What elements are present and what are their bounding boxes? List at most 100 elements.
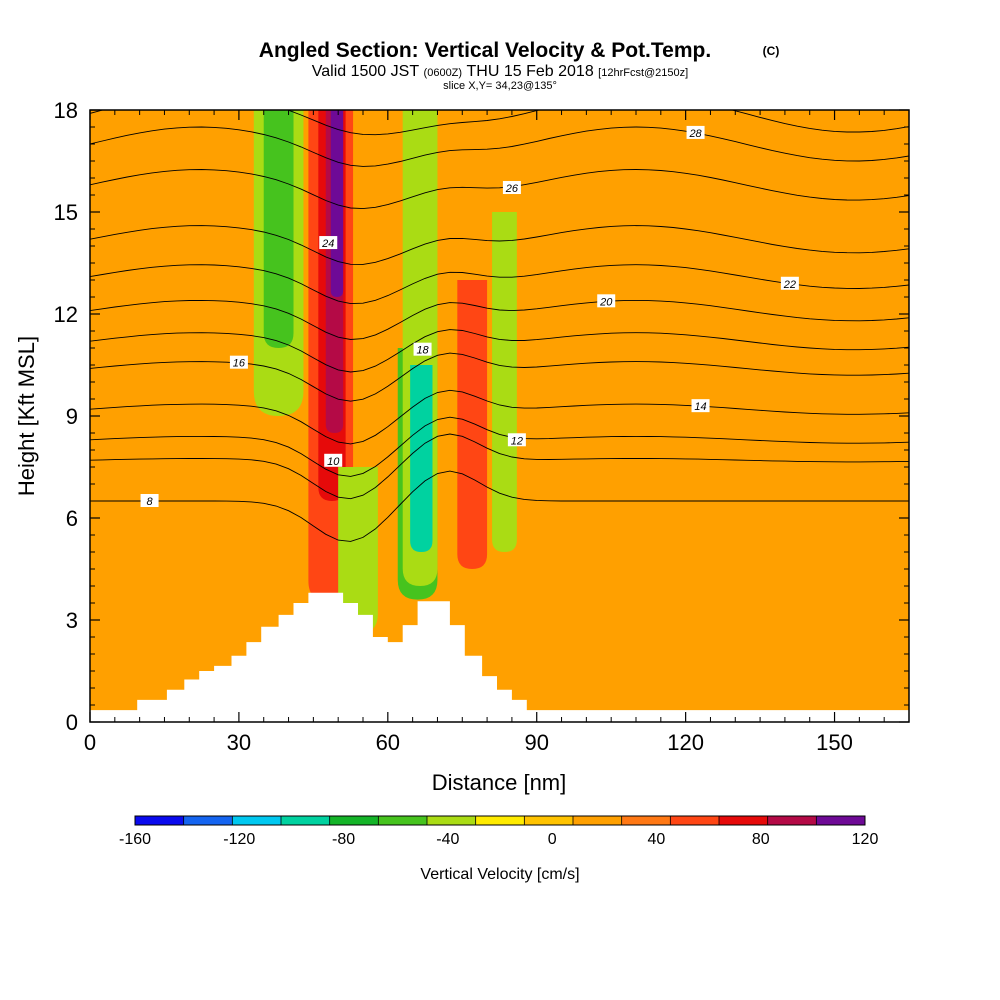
theta-contour-label: 26 <box>505 183 519 195</box>
valid-utc: (0600Z) <box>424 67 463 79</box>
colorbar-tick-label: -40 <box>436 831 459 848</box>
theta-contour-label: 18 <box>416 345 429 357</box>
y-tick-label: 18 <box>54 98 78 123</box>
colorbar-swatch <box>378 816 428 825</box>
colorbar-tick-label: 80 <box>752 831 770 848</box>
theta-label-bg <box>324 453 343 467</box>
theta-contour-label: 20 <box>599 296 613 308</box>
velocity-band-3 <box>330 110 344 297</box>
colorbar-tick-label: -120 <box>223 831 255 848</box>
theta-label-bg <box>507 433 526 447</box>
theta-contour-label: 28 <box>688 128 702 140</box>
plot-area: 8 10 12 14 16 18 20 22 24 26 28 30 0 30 60 90 120 150 0 3… <box>14 90 910 795</box>
theta-contour-label: 24 <box>321 238 334 250</box>
x-axis-label: Distance [nm] <box>432 770 567 795</box>
velocity-band-10 <box>457 280 488 569</box>
theta-contour-24 <box>90 225 909 265</box>
valid-time: Valid 1500 JST <box>312 63 420 80</box>
theta-label-bg <box>229 355 248 369</box>
valid-date: THU 15 Feb 2018 <box>467 63 594 80</box>
y-axis-label: Height [Kft MSL] <box>14 336 39 496</box>
theta-contour-22 <box>90 264 909 305</box>
velocity-band-12 <box>526 212 607 535</box>
theta-label-bg <box>502 181 521 195</box>
velocity-band-6 <box>338 467 378 634</box>
colorbar-swatch <box>135 816 184 825</box>
colorbar-swatch <box>232 816 282 825</box>
theta-contour-28 <box>90 126 909 167</box>
theta-label-bg <box>780 276 799 290</box>
colorbar-frame <box>134 815 866 826</box>
theta-contour-16 <box>90 352 909 402</box>
theta-contour-18 <box>90 329 909 373</box>
colorbar-tick-label: 120 <box>852 831 879 848</box>
theta-contour-10 <box>90 433 909 500</box>
colorbar-swatch <box>621 816 671 825</box>
colorbar-tick-label: -160 <box>119 831 151 848</box>
theta-label-bg <box>413 342 432 356</box>
forecast-info: [12hrFcst@2150z] <box>598 67 688 79</box>
velocity-band-5 <box>263 110 294 348</box>
velocity-band-9 <box>410 365 433 552</box>
theta-contour-label: 16 <box>233 358 246 370</box>
x-tick-label: 90 <box>524 730 548 755</box>
theta-contour-26 <box>90 169 909 210</box>
theta-contour-8 <box>90 470 909 542</box>
y-tick-label: 15 <box>54 200 78 225</box>
y-axis: 0 3 6 9 12 15 18 <box>54 98 909 735</box>
theta-label-bg <box>140 494 159 507</box>
colorbar-swatch <box>816 816 866 825</box>
title-block: Angled Section: Vertical Velocity & Pot.… <box>259 39 780 92</box>
x-tick-label: 0 <box>84 730 96 755</box>
colorbar-swatch <box>475 816 525 825</box>
colorbar-tick-label: 0 <box>548 831 557 848</box>
x-axis: 0 30 60 90 120 150 <box>84 110 885 755</box>
y-tick-label: 12 <box>54 302 78 327</box>
colorbar-swatch <box>670 816 720 825</box>
slice-info: slice X,Y= 34,23@135° <box>443 80 557 92</box>
colorbar-label: Vertical Velocity [cm/s] <box>420 866 579 883</box>
colorbar-tick-label: 40 <box>648 831 666 848</box>
theta-label-bg <box>691 399 710 413</box>
theta-contours: 8 10 12 14 16 18 20 22 24 26 28 30 <box>90 90 909 542</box>
colorbar-swatch <box>427 816 476 825</box>
theta-contour-12 <box>90 416 909 477</box>
theta-contour-label: 10 <box>327 456 340 468</box>
theta-contour-label: 12 <box>511 435 523 447</box>
theta-contour-label: 8 <box>147 496 154 508</box>
theta-label-bg <box>686 125 705 139</box>
x-tick-label: 30 <box>227 730 251 755</box>
colorbar-swatch <box>329 816 379 825</box>
theta-contour-label: 22 <box>783 279 796 291</box>
colorbar-swatch <box>719 816 768 825</box>
terrain-profile <box>90 592 909 722</box>
y-tick-label: 9 <box>66 404 78 429</box>
velocity-field <box>90 110 909 722</box>
x-tick-label: 120 <box>667 730 704 755</box>
colorbar-swatch <box>573 816 622 825</box>
theta-contour-label: 30 <box>228 92 241 104</box>
theta-label-bg <box>225 90 243 103</box>
colorbar-tick-label: -80 <box>332 831 355 848</box>
theta-contour-14 <box>90 389 909 445</box>
y-tick-label: 0 <box>66 710 78 735</box>
colorbar-swatch <box>767 816 817 825</box>
colorbar-swatch <box>183 816 233 825</box>
velocity-band-11 <box>492 212 517 552</box>
theta-label-bg <box>597 294 616 308</box>
terrain <box>90 592 909 722</box>
x-tick-label: 60 <box>376 730 400 755</box>
chart-subtitle: Valid 1500 JST (0600Z) THU 15 Feb 2018 [… <box>312 63 688 80</box>
y-tick-label: 6 <box>66 506 78 531</box>
copyright-mark: (C) <box>763 44 780 58</box>
theta-contour-30 <box>90 110 909 136</box>
theta-label-bg <box>319 236 338 250</box>
colorbar-swatch <box>281 816 330 825</box>
theta-contour-20 <box>90 299 909 340</box>
theta-contour-label: 14 <box>694 401 706 413</box>
chart-title: Angled Section: Vertical Velocity & Pot.… <box>259 39 711 62</box>
x-tick-label: 150 <box>816 730 853 755</box>
velocity-band-13 <box>834 110 909 314</box>
colorbar-swatch <box>524 816 574 825</box>
